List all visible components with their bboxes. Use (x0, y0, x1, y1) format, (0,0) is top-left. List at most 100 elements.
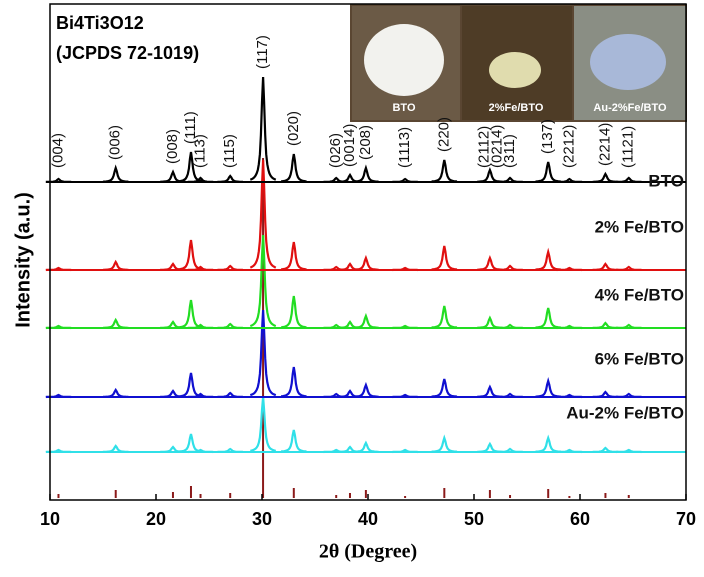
chart-title: Bi4Ti3O12 (56, 13, 144, 33)
peak-label: (311) (501, 134, 518, 168)
peak (616, 176, 642, 183)
peak (392, 324, 418, 330)
peak (556, 266, 583, 272)
peak (556, 448, 583, 454)
peak (535, 377, 561, 398)
peak (187, 392, 214, 398)
peak (556, 177, 583, 183)
series-label: BTO (648, 171, 684, 190)
peak (217, 391, 243, 398)
peak (497, 176, 523, 183)
peak (556, 324, 583, 330)
peak (102, 444, 129, 453)
peak (431, 434, 458, 453)
x-tick-label: 10 (40, 509, 60, 529)
chart-title: (JCPDS 72-1019) (56, 43, 199, 63)
peak (616, 323, 642, 329)
peak-label: (113) (191, 134, 208, 168)
peak (477, 384, 503, 398)
peak (497, 323, 523, 329)
peak (497, 392, 523, 398)
peak (592, 390, 619, 398)
peak (615, 448, 642, 454)
peak (249, 309, 277, 397)
peak-label: (0014) (341, 124, 358, 167)
peak-label: (006) (107, 125, 124, 160)
peak (353, 254, 379, 271)
peak (592, 262, 619, 271)
peak-label: (008) (164, 129, 181, 164)
x-tick-label: 40 (358, 509, 378, 529)
peak (187, 265, 214, 271)
peak (103, 317, 129, 329)
powder (364, 24, 444, 96)
peak-label: (2214) (596, 123, 613, 166)
peak (616, 392, 642, 398)
peak-label: (2112) (476, 126, 493, 168)
peak (249, 234, 277, 328)
peak (178, 239, 204, 271)
peak (217, 174, 244, 183)
peak (353, 312, 379, 329)
peak (431, 305, 458, 329)
peak-label: (1113) (396, 127, 413, 168)
peak-label: (2212) (560, 125, 577, 168)
series-label: 4% Fe/BTO (595, 285, 684, 304)
peak (187, 323, 214, 329)
peak (535, 434, 562, 453)
photo-label: Au-2%Fe/BTO (593, 102, 667, 114)
peak (431, 245, 458, 271)
x-tick-label: 70 (676, 509, 696, 529)
peak (477, 441, 503, 453)
peak-label: (004) (49, 133, 66, 168)
peak (217, 264, 243, 271)
peak (353, 381, 379, 398)
peak (392, 448, 418, 454)
peak (592, 171, 619, 183)
peak (249, 76, 277, 181)
peak-label: (111) (182, 111, 199, 144)
x-tick-label: 30 (252, 509, 272, 529)
x-tick-label: 60 (570, 509, 590, 529)
peak (535, 161, 562, 183)
photo-label: BTO (392, 102, 415, 114)
peak-label: (1121) (620, 126, 637, 168)
peak-label: (117) (254, 35, 271, 69)
peak (280, 295, 307, 329)
peak (535, 307, 562, 329)
peak (249, 159, 277, 269)
peak (556, 393, 583, 399)
x-axis-label: 2θ (Degree) (319, 541, 417, 563)
peak (497, 447, 523, 453)
y-axis-label: Intensity (a.u.) (12, 192, 34, 328)
series-label: 6% Fe/BTO (595, 349, 684, 368)
photo-label: 2%Fe/BTO (489, 102, 544, 114)
peak (477, 166, 503, 183)
peak (280, 153, 307, 183)
peak (535, 247, 562, 271)
peak (103, 259, 129, 271)
peak (280, 241, 307, 271)
peak (592, 321, 619, 329)
peak (280, 366, 307, 398)
peak (280, 429, 307, 453)
peak (217, 447, 243, 453)
peak-label: (220) (435, 117, 452, 152)
peak (187, 176, 214, 183)
peak (497, 264, 523, 271)
peak-label: (208) (357, 125, 374, 160)
peak (353, 440, 379, 453)
peak (477, 254, 503, 271)
peak (102, 164, 129, 183)
series-label: Au-2% Fe/BTO (566, 403, 684, 422)
peak (103, 387, 129, 398)
peak (217, 322, 243, 329)
x-tick-label: 50 (464, 509, 484, 529)
peak (187, 448, 214, 454)
peak (431, 159, 458, 183)
powder (590, 34, 666, 90)
peak (353, 164, 379, 183)
x-tick-label: 20 (146, 509, 166, 529)
peak-label: (0214) (488, 125, 505, 168)
peak (392, 393, 418, 399)
